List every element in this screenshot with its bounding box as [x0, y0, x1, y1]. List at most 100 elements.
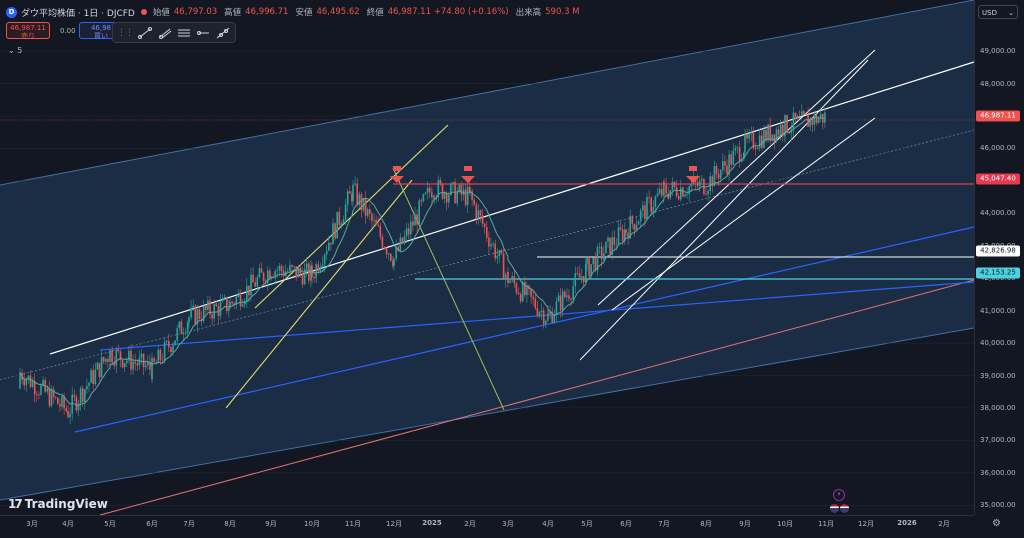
candle-body: [750, 132, 753, 134]
parallel-channel-icon[interactable]: [176, 25, 192, 41]
candle-body: [136, 363, 139, 366]
candle-body: [763, 129, 765, 148]
candle-body: [673, 181, 676, 188]
candle-body: [542, 310, 545, 325]
candle-body: [545, 320, 547, 325]
candle-body: [241, 304, 244, 307]
candle-body: [466, 186, 469, 206]
candle-body: [680, 187, 682, 200]
candle-body: [469, 186, 471, 194]
yellow-green-diagonal[interactable]: [392, 167, 505, 411]
channel-upper-border[interactable]: [0, 0, 975, 186]
sell-button[interactable]: 46,987.11 売り: [6, 22, 50, 40]
candle-body: [215, 303, 218, 307]
symbol-title[interactable]: ダウ平均株価 · 1日 · DJCFD: [21, 8, 135, 19]
price-label-4698711[interactable]: 46,987.11: [976, 110, 1020, 122]
candle-body: [19, 372, 21, 389]
time-tick: 5月: [581, 520, 593, 528]
candle-body: [256, 277, 259, 287]
candle-body: [126, 360, 128, 363]
candle-body: [373, 219, 375, 221]
candle-body: [414, 214, 416, 226]
candle-body: [59, 404, 61, 407]
candle-body: [202, 305, 205, 321]
candle-body: [596, 247, 599, 271]
price-label-4282698[interactable]: 42,826.98: [976, 245, 1020, 257]
time-tick: 3月: [502, 520, 514, 528]
white-rising-channel-middle[interactable]: [579, 59, 869, 361]
blue-trend-line[interactable]: [74, 226, 975, 433]
candle-body: [57, 397, 59, 405]
us-flag-event-icon[interactable]: [830, 504, 850, 514]
candle-body: [303, 269, 306, 285]
ray-icon[interactable]: [156, 25, 172, 41]
candle-body: [174, 340, 176, 346]
price-tick: 35,000.00: [980, 501, 1016, 510]
channel-lower-border[interactable]: [0, 327, 975, 501]
candle-body: [488, 237, 490, 247]
candle-body: [621, 229, 624, 241]
blue-flat-trend-line[interactable]: [99, 281, 975, 351]
candle-body: [517, 292, 520, 294]
gear-icon[interactable]: ⚙: [992, 518, 1001, 529]
candle-body: [295, 266, 297, 278]
candle-body: [186, 322, 189, 333]
candle-body: [547, 313, 549, 321]
candle-body: [439, 179, 442, 184]
candle-body: [811, 118, 814, 125]
currency-select[interactable]: ⌄ USD: [978, 5, 1018, 19]
candle-body: [722, 161, 724, 170]
white-rising-channel-upper[interactable]: [597, 49, 876, 306]
price-tick: 41,000.00: [980, 306, 1016, 315]
low-label: 安値: [295, 8, 313, 18]
candle-body: [644, 205, 646, 220]
candle-body: [315, 264, 317, 279]
candle-body: [717, 174, 720, 179]
candle-body: [771, 134, 774, 141]
candle-body: [605, 241, 607, 254]
trend-line-icon[interactable]: [137, 25, 153, 41]
candle-body: [458, 184, 461, 193]
candle-body: [276, 270, 279, 272]
currency-label: USD: [982, 9, 997, 17]
candle-body: [754, 148, 757, 150]
candle-body: [803, 111, 805, 114]
candle-body: [796, 115, 799, 119]
candle-body: [159, 349, 162, 360]
time-tick: 5月: [104, 520, 116, 528]
candle-body: [652, 207, 655, 212]
horizontal-ray-icon[interactable]: [195, 25, 211, 41]
candle-body: [473, 199, 475, 205]
buy-price: 46,98: [90, 24, 112, 32]
candle-body: [564, 291, 566, 298]
red-long-trend-line[interactable]: [99, 279, 975, 516]
candle-body: [65, 408, 67, 411]
price-scale[interactable]: [974, 0, 1024, 515]
lightning-icon[interactable]: ⚡: [833, 489, 845, 501]
candle-body: [38, 394, 40, 396]
extended-line-icon[interactable]: [215, 25, 231, 41]
candle-body: [172, 345, 174, 352]
drawing-toolbar: ⋮⋮: [112, 22, 236, 43]
tradingview-logo[interactable]: 17 TradingView: [8, 497, 108, 511]
white-rising-channel-lower[interactable]: [611, 117, 876, 311]
drag-handle-icon[interactable]: ⋮⋮: [117, 27, 134, 38]
candle-body: [445, 192, 448, 203]
price-label-4215325[interactable]: 42,153.25: [976, 267, 1020, 279]
sell-label: 売り: [21, 32, 35, 40]
candle-body: [123, 362, 126, 368]
candle-body: [366, 209, 369, 216]
candle-body: [665, 184, 667, 194]
candle-body: [102, 356, 105, 362]
price-label-4504740[interactable]: 45,047.40: [976, 173, 1020, 185]
candle-body: [819, 113, 822, 119]
candle-body: [383, 247, 386, 249]
time-scale[interactable]: [0, 515, 974, 538]
down-arrow-markers: [390, 166, 700, 183]
indicator-collapse-toggle[interactable]: ⌄ 5: [8, 46, 23, 55]
candle-body: [568, 295, 570, 300]
candle-body: [184, 332, 187, 334]
channel-median-line[interactable]: [0, 129, 975, 381]
candle-body: [319, 267, 322, 272]
